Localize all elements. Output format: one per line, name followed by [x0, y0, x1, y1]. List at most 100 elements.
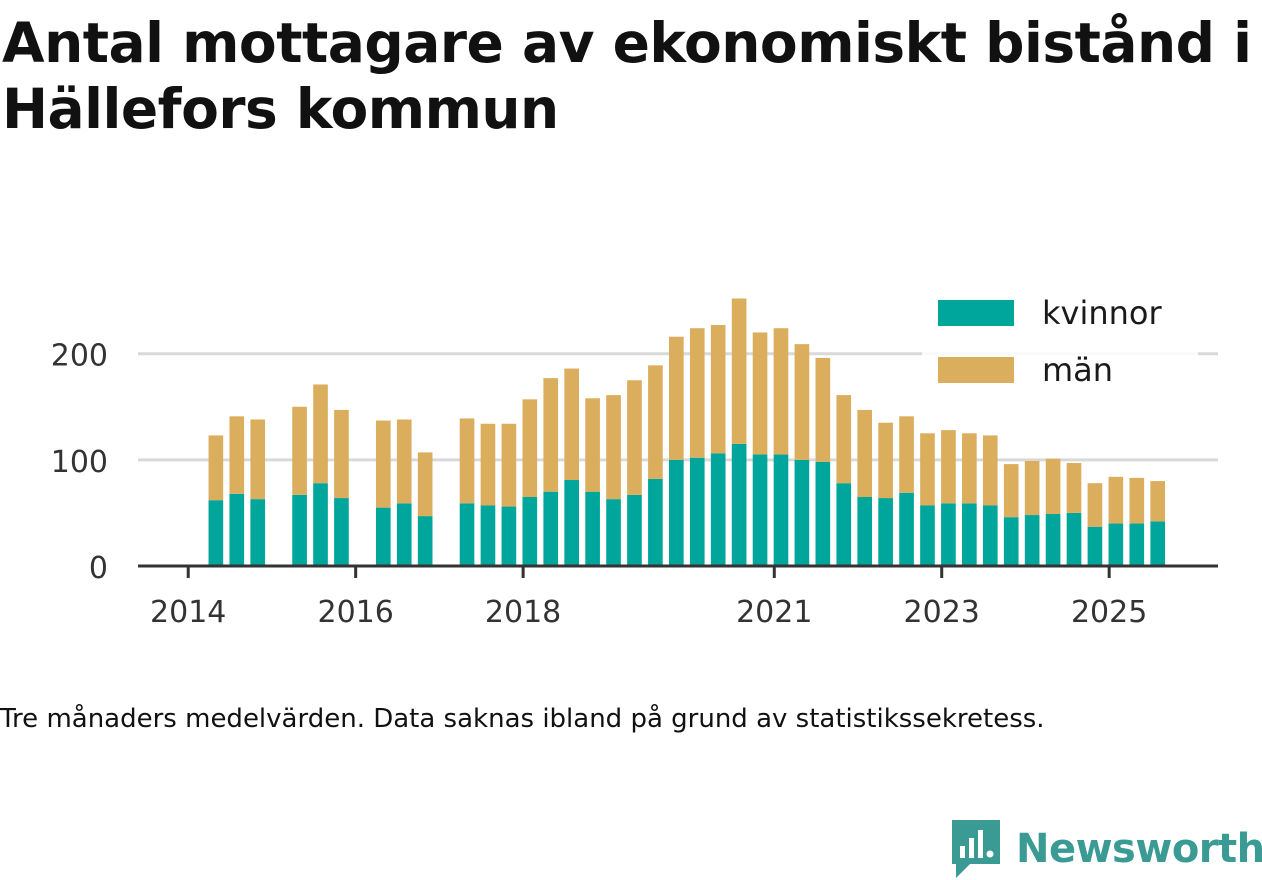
y-tick-label: 0 [89, 551, 108, 586]
bar-män [878, 422, 893, 499]
bar-män [857, 409, 873, 497]
brand[interactable]: Newsworthy [950, 818, 1262, 880]
bar-män [417, 452, 433, 517]
bar-män [836, 395, 852, 484]
x-tick-label: 2023 [904, 595, 980, 630]
bar-kvinnor [313, 483, 328, 566]
bar-män [689, 328, 705, 458]
legend-swatch-man [938, 357, 1014, 383]
newsworthy-logo-icon [952, 820, 1000, 878]
bar-män [648, 365, 663, 479]
bar-män [962, 433, 977, 504]
bar-män [794, 344, 810, 460]
bar-kvinnor [1087, 526, 1103, 566]
bar-kvinnor [396, 503, 412, 566]
bar-kvinnor [982, 505, 998, 566]
bar-män [543, 378, 559, 492]
legend-label: män [1042, 351, 1113, 389]
bar-kvinnor [627, 494, 642, 566]
bar-män [1024, 460, 1040, 516]
bar-män [710, 325, 726, 454]
x-tick-label: 2018 [485, 595, 561, 630]
bar-kvinnor [920, 505, 935, 566]
bar-kvinnor [669, 459, 684, 566]
bar-kvinnor [689, 457, 705, 566]
bar-kvinnor [522, 497, 538, 566]
bar-män [1129, 477, 1145, 524]
bar-kvinnor [1003, 517, 1019, 566]
bar-kvinnor [564, 480, 579, 566]
bar-kvinnor [710, 453, 726, 566]
bar-män [522, 399, 538, 497]
bar-kvinnor [606, 499, 621, 566]
bar-män [250, 419, 266, 500]
chart-title: Antal mottagare av ekonomiskt bistånd i … [2, 11, 1252, 141]
bar-män [1045, 458, 1061, 514]
x-tick-label: 2014 [150, 595, 226, 630]
bar-män [1003, 464, 1019, 518]
bar-män [313, 384, 328, 484]
bar-män [669, 336, 684, 460]
bar-män [208, 435, 224, 501]
bar-kvinnor [752, 454, 768, 566]
bar-kvinnor [1150, 521, 1166, 566]
bar-män [229, 416, 245, 494]
bar-kvinnor [375, 507, 391, 566]
footnote: Tre månaders medelvärden. Data saknas ib… [0, 704, 1045, 734]
bar-kvinnor [1129, 523, 1145, 566]
bar-män [773, 328, 789, 455]
bar-män [627, 380, 642, 495]
bar-kvinnor [417, 516, 433, 566]
bar-kvinnor [857, 497, 873, 566]
bar-kvinnor [731, 443, 747, 566]
axes: 0 100 200 2014 2016 2018 2021 2023 2025 [51, 339, 1218, 630]
bar-kvinnor [250, 499, 266, 566]
bar-män [1108, 476, 1124, 524]
bar-kvinnor [585, 491, 600, 566]
legend-label: kvinnor [1042, 294, 1163, 332]
bar-män [292, 406, 307, 495]
x-tick-label: 2016 [317, 595, 393, 630]
bar-kvinnor [1024, 515, 1040, 566]
bar-kvinnor [480, 505, 496, 566]
bar-kvinnor [292, 494, 307, 566]
bar-män [1087, 483, 1103, 527]
legend: kvinnor män [922, 292, 1198, 396]
x-tick-label: 2021 [736, 595, 812, 630]
bar-män [334, 409, 349, 499]
bar-kvinnor [1066, 512, 1082, 566]
bars [208, 298, 1166, 566]
bar-män [1150, 481, 1166, 522]
chart: 0 100 200 2014 2016 2018 2021 2023 2025 kvinnor m… [51, 292, 1218, 630]
bar-män [585, 398, 600, 492]
bar-kvinnor [941, 503, 956, 566]
y-tick-label: 200 [51, 339, 108, 374]
bar-kvinnor [962, 503, 977, 566]
bar-män [752, 332, 768, 455]
bar-män [501, 423, 517, 507]
bar-kvinnor [1045, 513, 1061, 566]
x-tick-label: 2025 [1071, 595, 1147, 630]
bar-kvinnor [899, 492, 914, 566]
bar-kvinnor [794, 459, 810, 566]
bar-män [564, 368, 579, 481]
bar-män [920, 433, 935, 506]
bar-män [1066, 463, 1082, 513]
bar-män [606, 395, 621, 500]
bar-kvinnor [773, 454, 789, 566]
bar-kvinnor [459, 503, 475, 566]
bar-män [480, 423, 496, 506]
legend-swatch-kvinnor [938, 300, 1014, 326]
bar-män [941, 430, 956, 504]
bar-kvinnor [501, 506, 517, 566]
bar-män [375, 420, 391, 508]
bar-kvinnor [878, 498, 893, 566]
bar-kvinnor [1108, 523, 1124, 566]
bar-män [731, 298, 747, 444]
bar-kvinnor [815, 461, 831, 566]
bar-kvinnor [334, 498, 349, 566]
bar-kvinnor [836, 483, 852, 566]
brand-name: Newsworthy [1016, 826, 1262, 872]
bar-män [982, 435, 998, 506]
bar-män [459, 418, 475, 504]
